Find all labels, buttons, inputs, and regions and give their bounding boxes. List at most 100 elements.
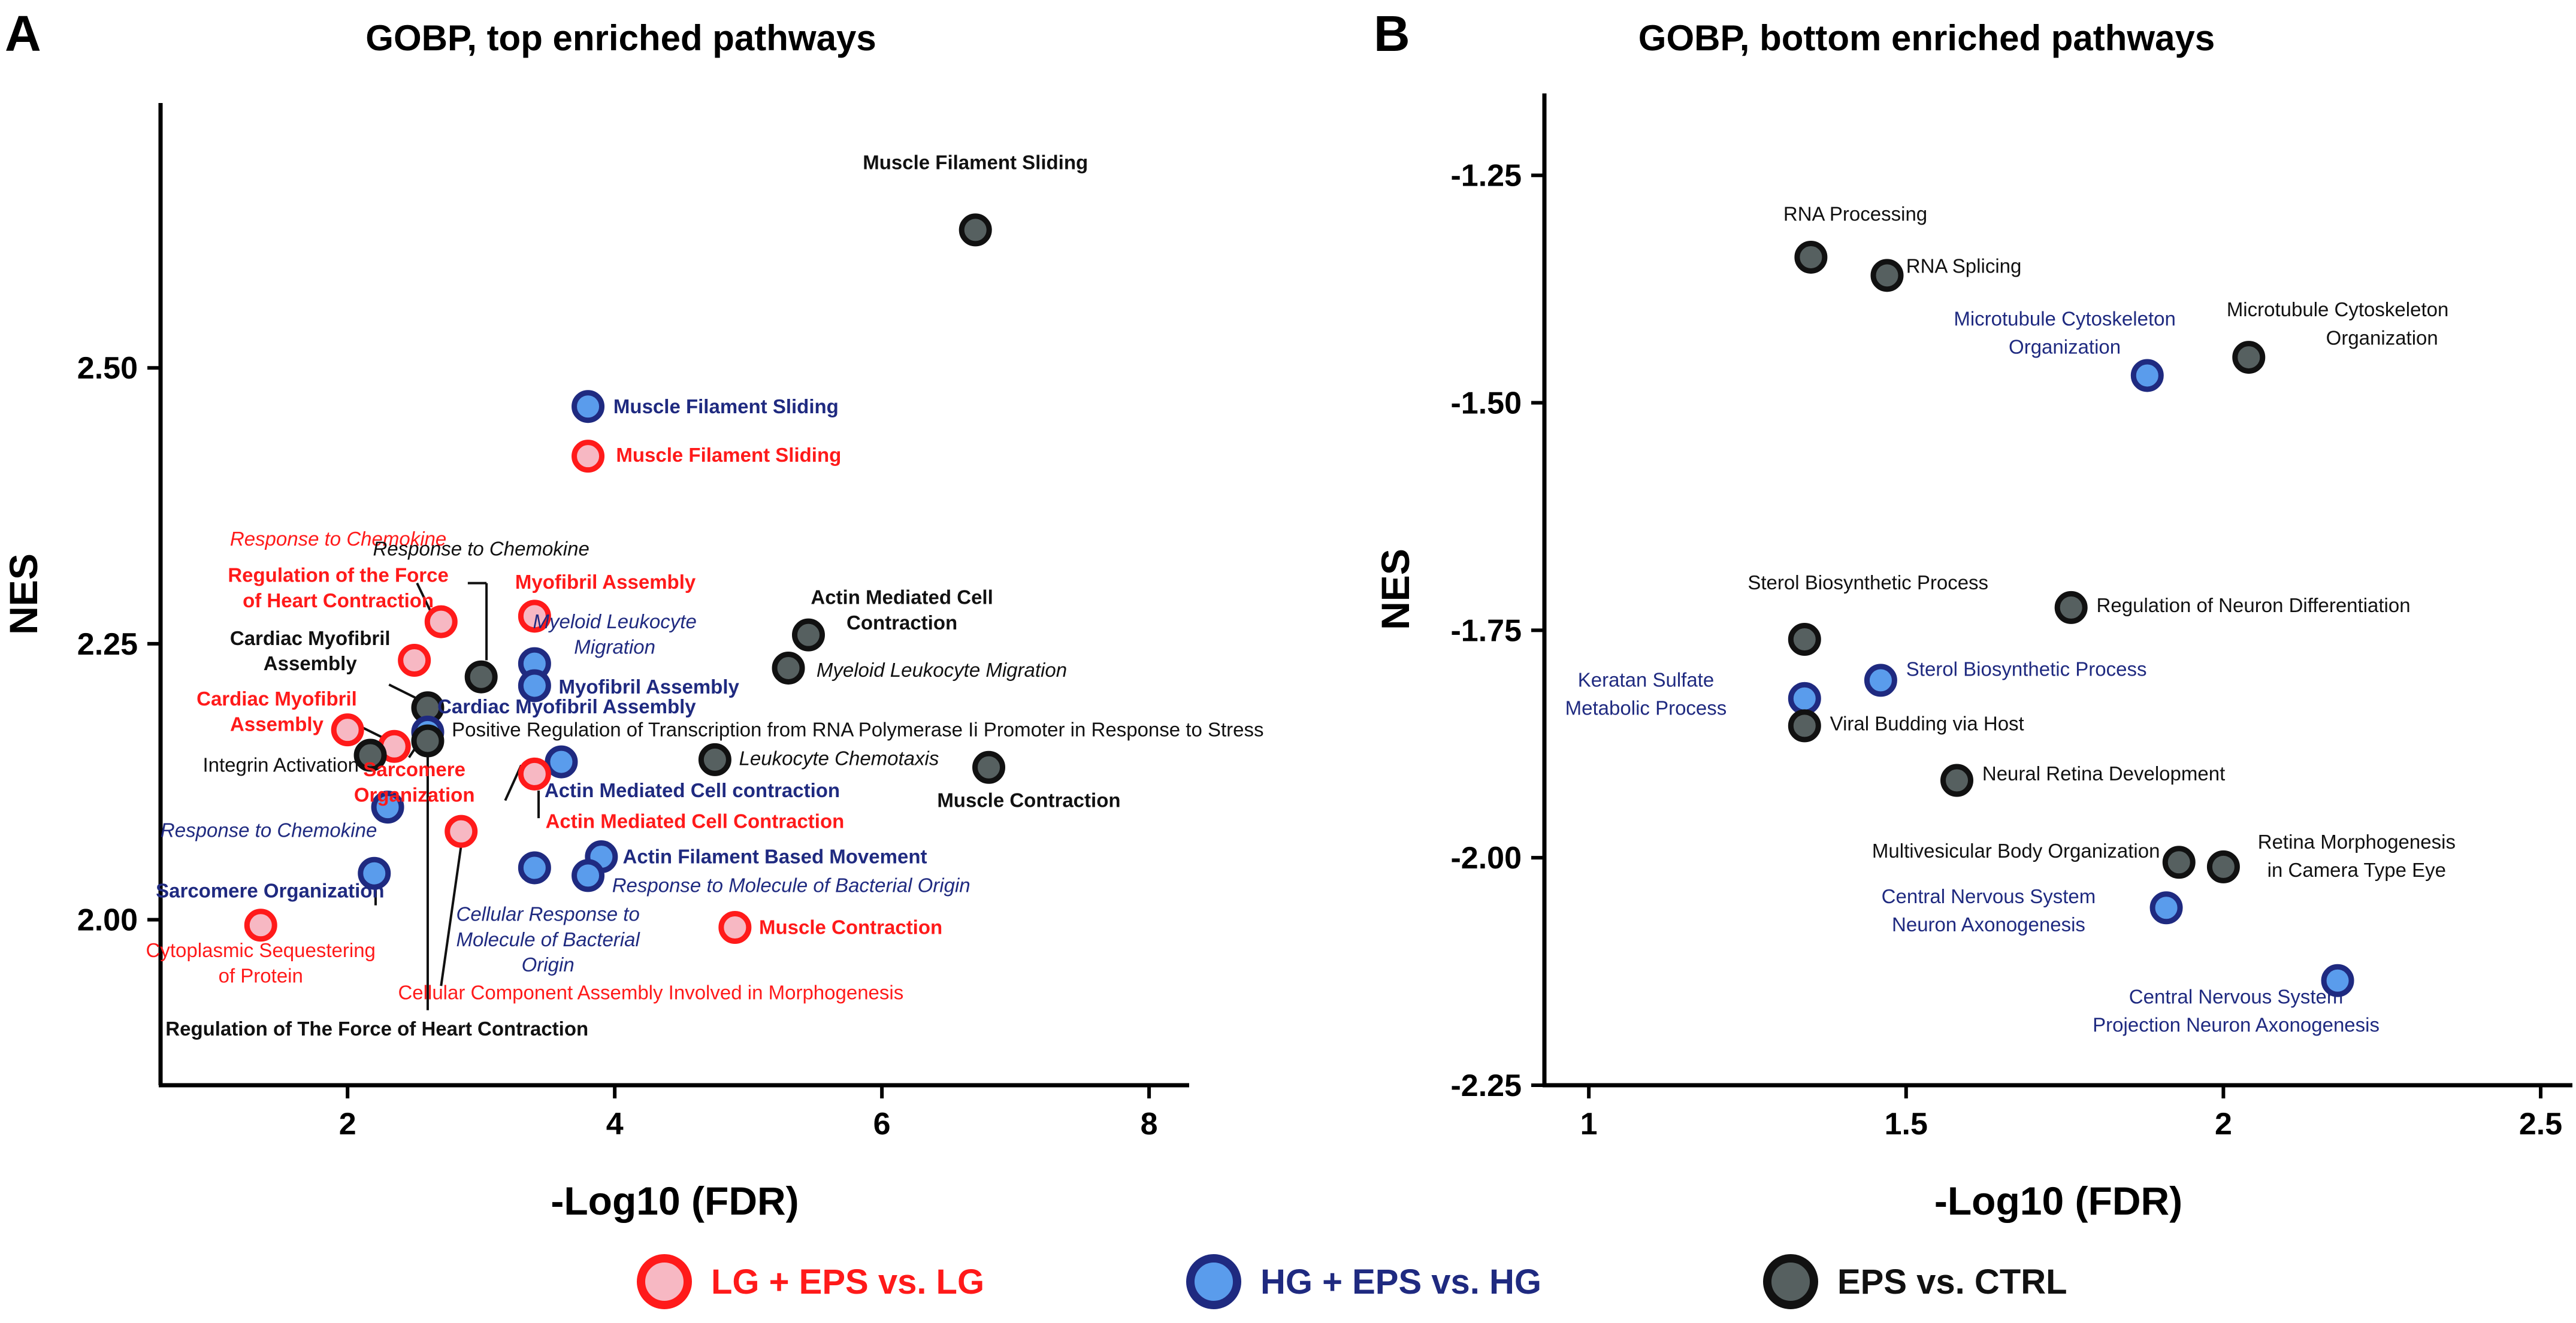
panel-a-x-axis-label: -Log10 (FDR) [551, 1179, 799, 1223]
panel-b-y-tick-label: -1.50 [1450, 386, 1522, 421]
panel-a-annotation: Cardiac Myofibril [230, 627, 391, 649]
panel-b-x-tick-label: 1 [1580, 1107, 1598, 1142]
panel-a-annotation: Cellular Response to [456, 903, 639, 925]
panel-b-point-black [1794, 240, 1828, 274]
panel-b-x-tick-label: 2 [2215, 1107, 2232, 1142]
panel-a-x-tick-label: 8 [1141, 1107, 1158, 1142]
panel-b-annotation: Central Nervous System [2129, 985, 2344, 1007]
panel-a-annotation: Myofibril Assembly [559, 676, 740, 698]
panel-a-annotation: Sarcomere [363, 758, 465, 780]
panel-a-y-tick-label: 2.00 [77, 903, 138, 938]
panel-a-annotation: Actin Mediated Cell [811, 586, 993, 608]
panel-a-point-blue [518, 851, 551, 885]
panel-a-point-blue [545, 745, 578, 779]
panel-b-annotation: Neuron Axonogenesis [1892, 913, 2085, 936]
panel-b-point-black [2054, 591, 2088, 624]
panel-b-annotation: Retina Morphogenesis [2258, 831, 2456, 853]
panel-a-annotation: Assembly [264, 652, 358, 674]
panel-a-annotation: Regulation of The Force of Heart Contrac… [165, 1018, 588, 1040]
panel-b-annotation: in Camera Type Eye [2267, 859, 2446, 881]
panel-a-y-tick-label: 2.25 [77, 627, 138, 662]
panel-b-y-tick-label: -1.25 [1450, 159, 1522, 193]
panel-a-annotation: Myeloid Leukocyte [533, 610, 696, 632]
panel-b-annotation: Viral Budding via Host [1830, 712, 2024, 734]
panel-a-annotation: Actin Mediated Cell Contraction [546, 810, 845, 832]
panel-b-x-axis-label: -Log10 (FDR) [1934, 1179, 2182, 1223]
panel-a-point-blue [371, 791, 404, 824]
panel-a-annotation: Muscle Filament Sliding [863, 152, 1088, 174]
panel-a-annotation: Leukocyte Chemotaxis [739, 747, 939, 770]
panel-a-annotation: Cardiac Myofibril Assembly [437, 695, 696, 717]
panel-a-annotation: Muscle Contraction [937, 789, 1120, 812]
legend-label-blue: HG + EPS vs. HG [1260, 1262, 1542, 1301]
panel-a-x-tick-label: 2 [339, 1107, 356, 1142]
panel-a-annotation: Regulation of the Force [228, 564, 449, 586]
panel-label-a: A [5, 5, 41, 62]
panel-a-annotation: Response to Molecule of Bacterial Origin [612, 874, 970, 897]
panel-a-annotation: Contraction [846, 611, 957, 634]
panel-a-annotation: Cardiac Myofibril [196, 688, 357, 710]
panel-a-top-enriched: GOBP, top enriched pathways 2 4 6 8 2.00 2.25 2… [1, 18, 1264, 1223]
panel-a-point-red [518, 757, 551, 791]
panel-b-annotation: Organization [2009, 336, 2121, 358]
legend-item-black: EPS vs. CTRL [1763, 1249, 2067, 1315]
panel-a-annotation: Myofibril Assembly [515, 571, 696, 593]
panel-a-annotation: Positive Regulation of Transcription fro… [452, 719, 1263, 741]
panel-b-point-blue [2130, 359, 2164, 392]
panel-a-annotation: Assembly [230, 713, 324, 735]
panel-a-point-red [398, 644, 431, 677]
panel-a-point-red [244, 909, 277, 942]
panel-a-point-black [353, 738, 387, 772]
panel-label-b: B [1374, 5, 1410, 62]
panel-a-point-blue [358, 856, 391, 890]
panel-b-point-black [1870, 259, 1904, 292]
panel-b-annotation: Keratan Sulfate [1578, 669, 1715, 691]
panel-a-annotation: Molecule of Bacterial [456, 928, 640, 950]
panel-b-point-black [1788, 623, 1821, 656]
panel-b-y-axis-label: NES [1373, 549, 1417, 630]
panel-a-point-black [464, 660, 498, 694]
legend-swatch-red [637, 1254, 692, 1309]
panel-b-point-black [2206, 850, 2240, 883]
panel-a-annotation: Muscle Filament Sliding [613, 395, 839, 417]
panel-a-point-black [959, 213, 992, 247]
panel-a-annotation: Actin Mediated Cell contraction [545, 779, 840, 801]
panel-a-annotation: Myeloid Leukocyte Migration [817, 659, 1067, 681]
panel-a-annotation: Cytoplasmic Sequestering [146, 939, 376, 961]
panel-b-annotation: Regulation of Neuron Differentiation [2097, 594, 2411, 616]
panel-a-point-red [572, 440, 605, 473]
legend-swatch-blue [1186, 1254, 1241, 1309]
panel-a-annotation: Origin [522, 953, 575, 976]
panel-a-title: GOBP, top enriched pathways [365, 18, 876, 58]
legend-item-blue: HG + EPS vs. HG [1186, 1249, 1541, 1315]
legend-label-black: EPS vs. CTRL [1837, 1262, 2067, 1301]
panel-a-x-tick-label: 6 [873, 1107, 891, 1142]
panel-b-annotation: Multivesicular Body Organization [1872, 840, 2160, 862]
panel-a-annotation: Response to Chemokine [373, 538, 589, 560]
panel-a-annotation: Muscle Contraction [759, 916, 942, 938]
panel-a-point-blue [518, 669, 551, 703]
panel-a-point-black [972, 750, 1006, 784]
panel-b-point-black [2232, 341, 2266, 374]
panel-b-annotation: RNA Processing [1783, 203, 1927, 225]
panel-a-point-red [424, 605, 458, 638]
panel-a-annotation: Sarcomere Organization [156, 880, 384, 902]
panel-b-point-black [1788, 709, 1821, 743]
panel-a-point-red [518, 600, 551, 633]
panel-b-annotation: Projection Neuron Axonogenesis [2093, 1013, 2380, 1036]
panel-a-point-red [718, 910, 752, 944]
panel-a-annotation: Cellular Component Assembly Involved in … [398, 981, 903, 1003]
panel-b-annotation: Central Nervous System [1882, 885, 2096, 907]
panel-b-y-tick-label: -2.25 [1450, 1068, 1522, 1103]
panel-b-annotation: Sterol Biosynthetic Process [1747, 571, 1988, 594]
panel-b-point-black [2162, 846, 2196, 879]
legend-swatch-black [1763, 1254, 1818, 1309]
panel-b-annotation: Metabolic Process [1565, 697, 1727, 719]
panel-a-point-blue [572, 390, 605, 423]
panel-b-point-blue [2149, 891, 2183, 925]
panel-b-annotation: Sterol Biosynthetic Process [1906, 658, 2147, 680]
panel-a-point-red [331, 713, 364, 747]
panel-a-annotation: Response to Chemokine [161, 819, 377, 841]
panel-a-y-axis-label: NES [1, 553, 46, 635]
